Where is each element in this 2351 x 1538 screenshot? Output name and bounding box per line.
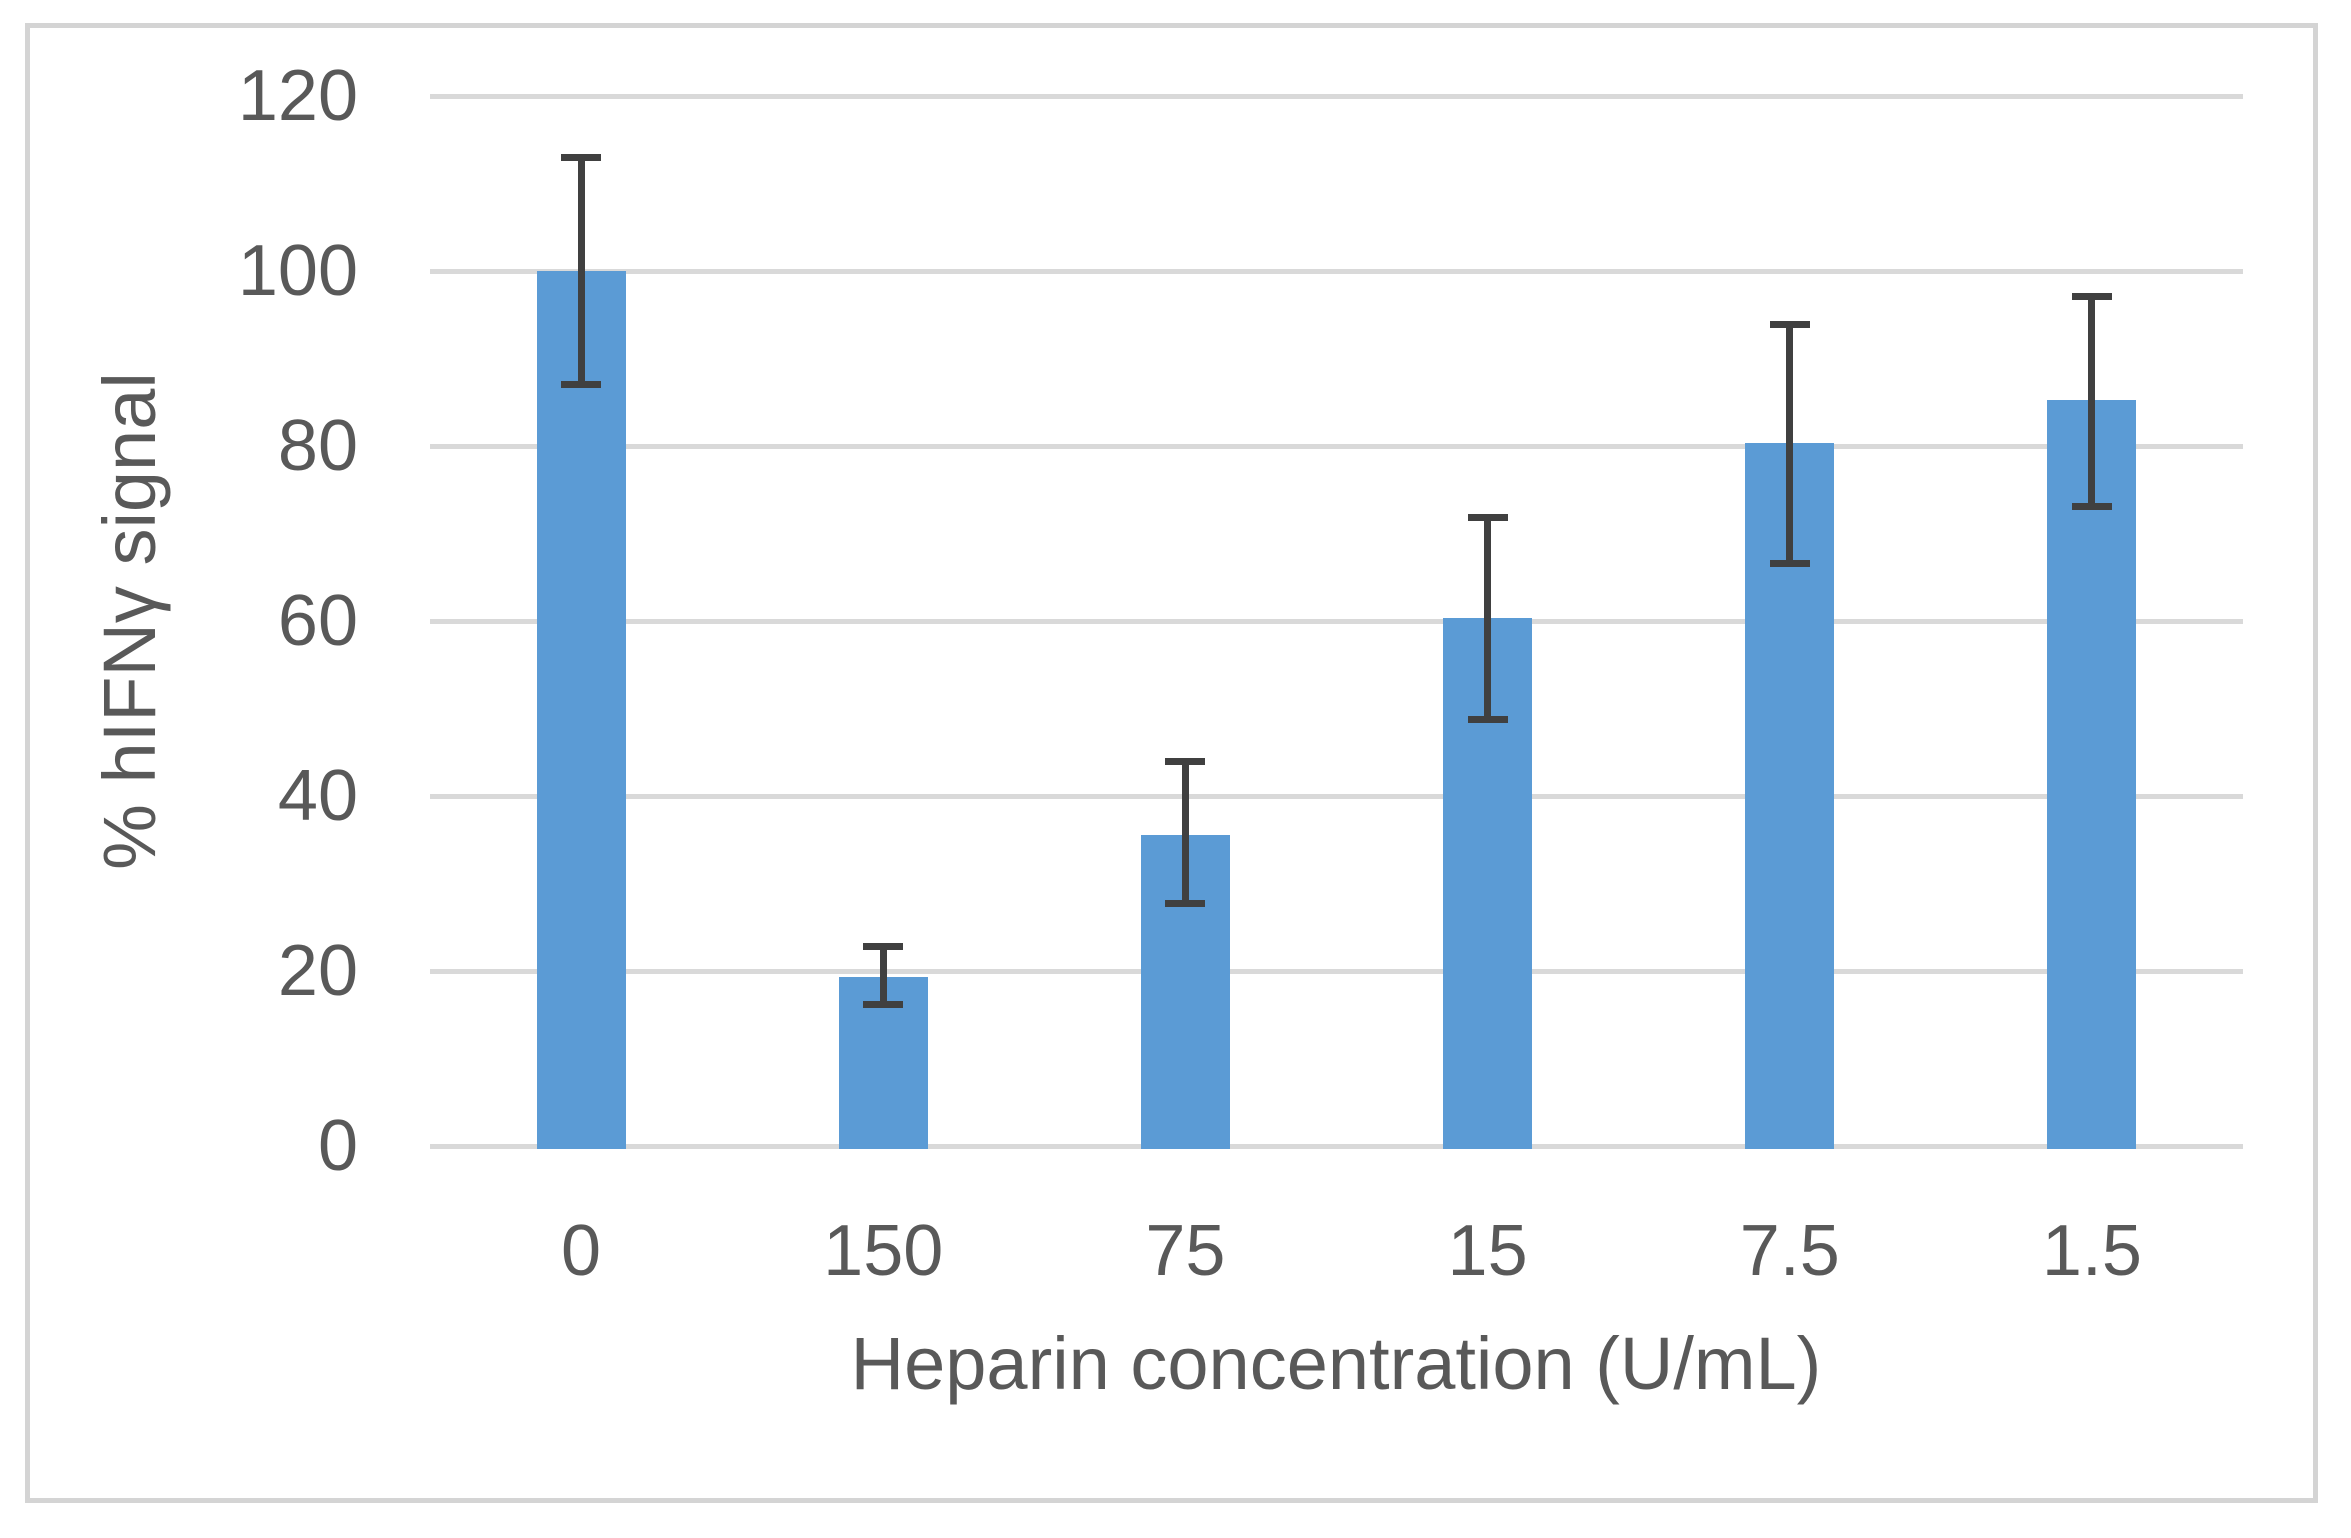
bar-0: [536, 271, 626, 1149]
error-bar-top-cap-1.5: [2071, 292, 2112, 300]
error-bar-top-cap-75: [1165, 758, 1206, 766]
error-bar-line-15: [1484, 517, 1492, 719]
error-bar-bottom-cap-0: [561, 381, 602, 389]
bar-1.5: [2047, 399, 2137, 1149]
x-tick-label-75: 75: [1145, 1211, 1226, 1291]
error-bar-bottom-cap-15: [1467, 715, 1508, 723]
x-axis-title: Heparin concentration (U/mL): [850, 1322, 1822, 1405]
y-tick-label-0: 0: [317, 1106, 358, 1186]
error-bar-line-1.5: [2088, 296, 2096, 507]
error-bar-bottom-cap-1.5: [2071, 502, 2112, 510]
error-bar-line-75: [1181, 761, 1189, 904]
error-bar-line-0: [577, 157, 585, 385]
y-tick-label-60: 60: [277, 581, 358, 661]
gridline-60: [430, 618, 2243, 624]
error-bar-top-cap-0: [561, 153, 602, 161]
error-bar-line-7.5: [1786, 324, 1794, 564]
y-tick-label-40: 40: [277, 756, 358, 836]
x-tick-label-150: 150: [823, 1211, 944, 1291]
gridline-40: [430, 793, 2243, 799]
gridline-20: [430, 968, 2243, 974]
x-tick-label-1.5: 1.5: [2041, 1211, 2142, 1291]
error-bar-top-cap-7.5: [1769, 320, 1810, 328]
error-bar-bottom-cap-7.5: [1769, 559, 1810, 567]
error-bar-top-cap-15: [1467, 514, 1508, 522]
y-tick-label-80: 80: [277, 406, 358, 486]
error-bar-top-cap-150: [863, 943, 904, 950]
x-tick-label-7.5: 7.5: [1739, 1211, 1840, 1291]
error-bar-bottom-cap-75: [1165, 900, 1206, 908]
gridline-100: [430, 268, 2243, 274]
y-tick-label-120: 120: [237, 56, 358, 136]
y-axis-title: % hIFNγ signal: [88, 372, 171, 870]
error-bar-bottom-cap-150: [863, 1000, 904, 1008]
y-tick-label-100: 100: [237, 231, 358, 311]
gridline-0: [430, 1143, 2243, 1149]
gridline-80: [430, 443, 2243, 449]
error-bar-line-150: [879, 946, 887, 1005]
x-tick-label-0: 0: [561, 1211, 602, 1291]
gridline-120: [430, 93, 2243, 99]
y-tick-label-20: 20: [277, 931, 358, 1011]
x-tick-label-15: 15: [1447, 1211, 1528, 1291]
